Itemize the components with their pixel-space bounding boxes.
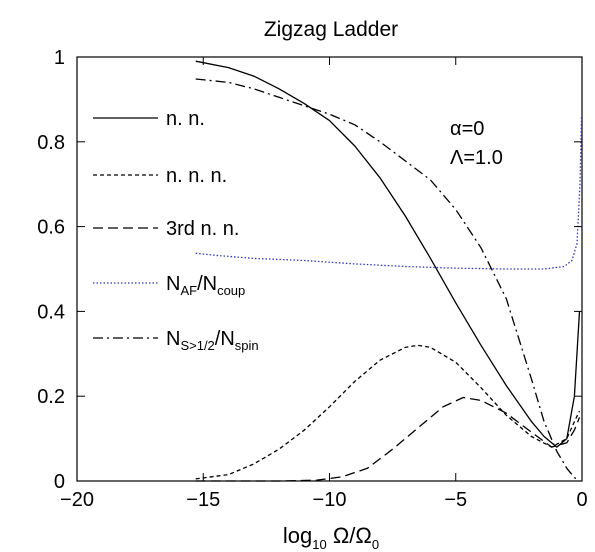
series-layer [195, 60, 583, 482]
y-tick-label: 0.4 [37, 301, 65, 323]
legend-label-nnn: n. n. n. [166, 165, 227, 187]
x-tick-label: −15 [186, 489, 220, 511]
legend: n. n. n. n. n. 3rd n. n. NAF/Ncoup NS>1/… [93, 108, 259, 353]
series-line-4 [195, 78, 580, 482]
x-tick-label: 0 [576, 489, 587, 511]
annotation-lambda: Λ=1.0 [450, 147, 503, 169]
series-line-1 [195, 344, 581, 480]
x-tick-label: −10 [313, 489, 347, 511]
y-tick-label: 0.8 [37, 132, 65, 154]
y-tick-label: 0.6 [37, 217, 65, 239]
legend-label-naf: NAF/Ncoup [166, 273, 245, 298]
series-line-0 [195, 60, 581, 448]
y-tick-label: 0.2 [37, 386, 65, 408]
annotation-alpha: α=0 [450, 118, 484, 140]
legend-label-3rd: 3rd n. n. [166, 218, 239, 240]
series-line-3 [195, 116, 583, 270]
legend-label-ns: NS>1/2/Nspin [166, 328, 259, 353]
series-line-2 [195, 396, 581, 482]
chart-title: Zigzag Ladder [264, 18, 398, 41]
tick-layer: −20 −15 −10 −5 0 0 0.2 0.4 0.6 0.8 1 [37, 47, 587, 511]
plot-area: −20 −15 −10 −5 0 0 0.2 0.4 0.6 0.8 1 [37, 47, 587, 511]
legend-label-nn: n. n. [166, 108, 205, 130]
x-axis-label: log10 Ω/Ω0 [283, 523, 379, 552]
y-tick-label: 0 [54, 471, 65, 493]
y-tick-label: 1 [54, 47, 65, 69]
x-tick-label: −5 [444, 489, 467, 511]
x-tick-label: −20 [60, 489, 94, 511]
